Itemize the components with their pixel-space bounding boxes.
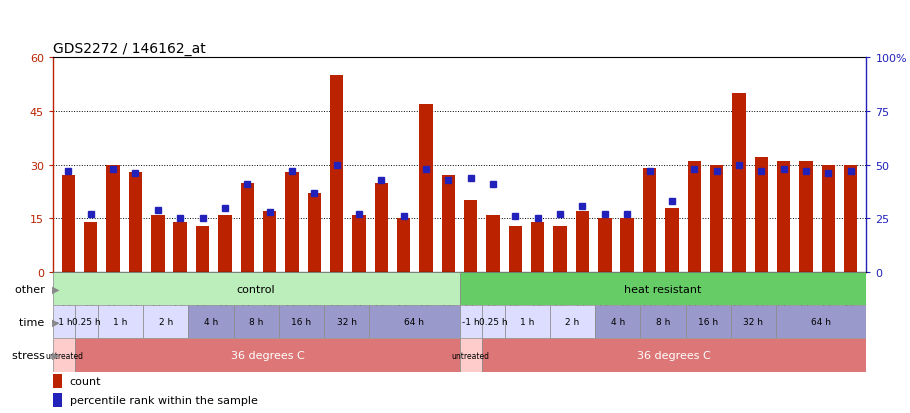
Bar [460, 339, 482, 372]
Bar [84, 223, 97, 273]
Text: ▶: ▶ [52, 284, 59, 294]
Text: count: count [70, 377, 101, 387]
Bar [324, 306, 369, 339]
Text: 8 h: 8 h [656, 318, 670, 327]
Bar [106, 165, 120, 273]
Bar [53, 393, 62, 407]
Bar [460, 273, 866, 306]
Text: untreated: untreated [46, 351, 83, 360]
Bar [576, 212, 589, 273]
Bar [98, 306, 143, 339]
Bar [397, 219, 410, 273]
Bar [665, 208, 679, 273]
Bar [441, 176, 455, 273]
Bar [218, 215, 231, 273]
Bar [330, 76, 343, 273]
Bar [285, 172, 298, 273]
Text: untreated: untreated [452, 351, 490, 360]
Bar [375, 183, 388, 273]
Text: 4 h: 4 h [611, 318, 625, 327]
Bar [844, 165, 857, 273]
Text: 2 h: 2 h [565, 318, 580, 327]
Bar [685, 306, 731, 339]
Bar [188, 306, 234, 339]
Bar [129, 172, 142, 273]
Bar [733, 94, 745, 273]
Text: time: time [19, 317, 48, 327]
Text: heat resistant: heat resistant [624, 284, 702, 294]
Text: 36 degrees C: 36 degrees C [637, 350, 711, 360]
Bar [53, 273, 460, 306]
Text: stress: stress [12, 350, 48, 360]
Bar [263, 212, 277, 273]
Text: -1 h: -1 h [56, 318, 73, 327]
Bar [482, 306, 505, 339]
Text: 0.25 h: 0.25 h [73, 318, 101, 327]
Bar [531, 223, 544, 273]
Text: 8 h: 8 h [249, 318, 263, 327]
Text: percentile rank within the sample: percentile rank within the sample [70, 395, 258, 405]
Text: other: other [15, 284, 48, 294]
Bar [369, 306, 460, 339]
Bar [777, 161, 790, 273]
Text: 64 h: 64 h [404, 318, 424, 327]
Bar [754, 158, 768, 273]
Text: 36 degrees C: 36 degrees C [230, 350, 304, 360]
Bar [234, 306, 278, 339]
Bar [595, 306, 641, 339]
Text: 32 h: 32 h [743, 318, 763, 327]
Bar [598, 219, 612, 273]
Bar [822, 165, 835, 273]
Bar [710, 165, 723, 273]
Bar [62, 176, 76, 273]
Bar [53, 339, 76, 372]
Text: 4 h: 4 h [204, 318, 218, 327]
Text: ▶: ▶ [52, 350, 59, 360]
Bar [642, 169, 656, 273]
Text: 1 h: 1 h [114, 318, 127, 327]
Bar [76, 306, 98, 339]
Bar [482, 339, 866, 372]
Bar [509, 226, 522, 273]
Bar [278, 306, 324, 339]
Bar [143, 306, 188, 339]
Text: 1 h: 1 h [521, 318, 534, 327]
Bar [420, 104, 433, 273]
Text: -1 h: -1 h [462, 318, 480, 327]
Text: 16 h: 16 h [291, 318, 311, 327]
Text: control: control [237, 284, 276, 294]
Bar [486, 215, 500, 273]
Bar [550, 306, 595, 339]
Bar [196, 226, 209, 273]
Bar [464, 201, 478, 273]
Bar [505, 306, 550, 339]
Bar [174, 223, 187, 273]
Bar [688, 161, 701, 273]
Bar [799, 161, 813, 273]
Bar [53, 306, 76, 339]
Bar [641, 306, 685, 339]
Text: 2 h: 2 h [158, 318, 173, 327]
Bar [53, 375, 62, 388]
Bar [352, 215, 366, 273]
Text: GDS2272 / 146162_at: GDS2272 / 146162_at [53, 41, 206, 55]
Bar [776, 306, 866, 339]
Bar [731, 306, 776, 339]
Bar [460, 306, 482, 339]
Bar [240, 183, 254, 273]
Bar [151, 215, 165, 273]
Text: 32 h: 32 h [337, 318, 357, 327]
Bar [553, 226, 567, 273]
Bar [308, 194, 321, 273]
Text: 0.25 h: 0.25 h [480, 318, 508, 327]
Bar [76, 339, 460, 372]
Text: 64 h: 64 h [811, 318, 831, 327]
Text: ▶: ▶ [52, 317, 59, 327]
Bar [621, 219, 634, 273]
Text: 16 h: 16 h [698, 318, 718, 327]
